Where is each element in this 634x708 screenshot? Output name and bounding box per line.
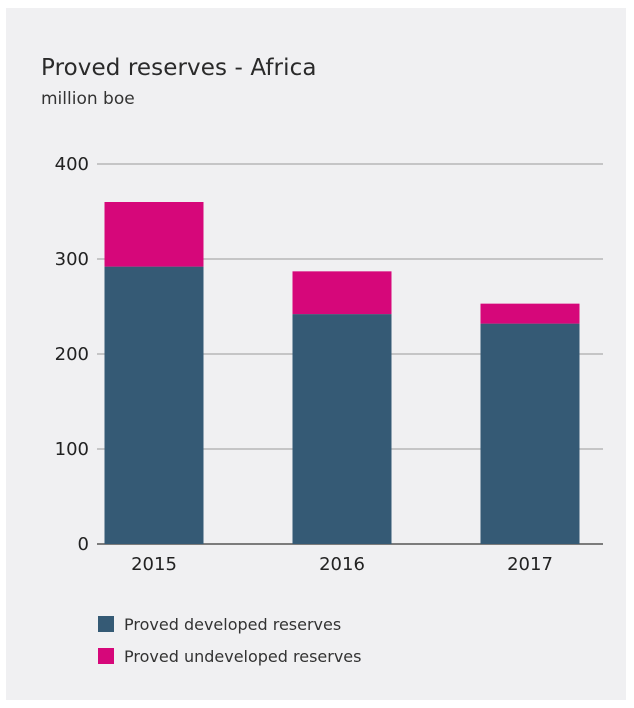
y-tick-labels: 0 100 200 300 400 bbox=[55, 154, 89, 555]
legend: Proved developed reserves Proved undevel… bbox=[98, 608, 361, 672]
bar-2017-undeveloped bbox=[480, 303, 580, 324]
legend-item-undeveloped: Proved undeveloped reserves bbox=[98, 640, 361, 672]
bar-2017-developed bbox=[480, 323, 580, 544]
chart-subtitle: million boe bbox=[41, 89, 135, 109]
bar-2015-developed bbox=[104, 266, 204, 544]
legend-swatch-undeveloped bbox=[98, 648, 114, 664]
bars bbox=[104, 202, 580, 544]
bar-2015-undeveloped bbox=[104, 202, 204, 267]
y-tick-label-100: 100 bbox=[55, 439, 89, 460]
x-tick-label-2015: 2015 bbox=[131, 554, 177, 575]
y-tick-label-0: 0 bbox=[78, 534, 89, 555]
y-tick-label-200: 200 bbox=[55, 344, 89, 365]
legend-label-developed: Proved developed reserves bbox=[124, 614, 342, 634]
bar-2016-undeveloped bbox=[292, 271, 392, 315]
y-tick-label-400: 400 bbox=[55, 154, 89, 175]
x-tick-labels: 2015 2016 2017 bbox=[131, 554, 553, 575]
legend-label-undeveloped: Proved undeveloped reserves bbox=[124, 646, 362, 666]
chart-title: Proved reserves - Africa bbox=[41, 55, 317, 81]
bar-2016-developed bbox=[292, 314, 392, 544]
x-tick-label-2017: 2017 bbox=[507, 554, 553, 575]
legend-swatch-developed bbox=[98, 616, 114, 632]
legend-item-developed: Proved developed reserves bbox=[98, 608, 361, 640]
x-tick-label-2016: 2016 bbox=[319, 554, 365, 575]
y-tick-label-300: 300 bbox=[55, 249, 89, 270]
